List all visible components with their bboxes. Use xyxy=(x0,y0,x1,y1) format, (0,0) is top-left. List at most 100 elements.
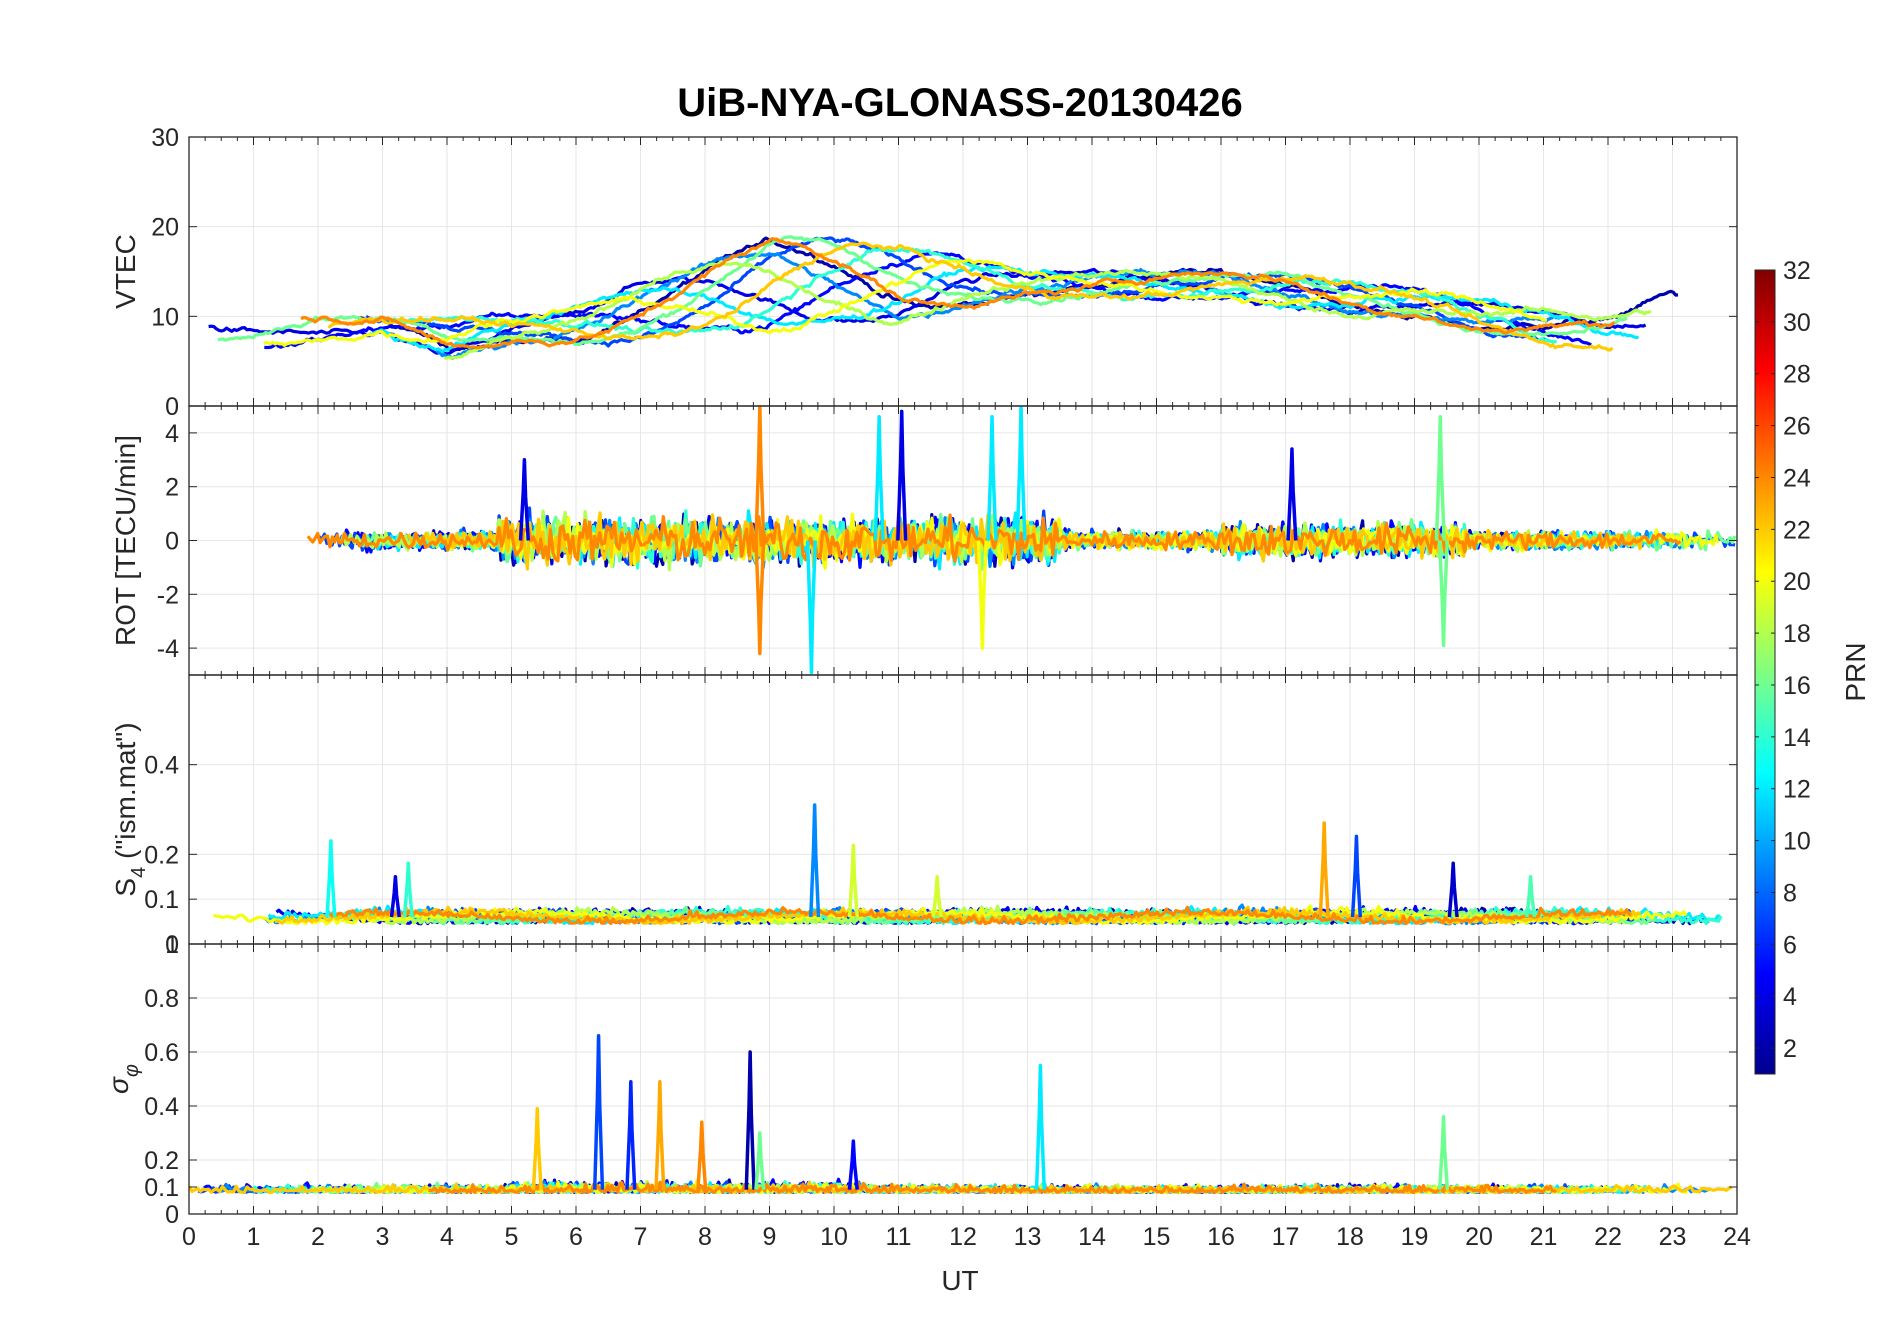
spike-mark xyxy=(754,1131,766,1190)
y-axis-label-rest: ("ism.mat") xyxy=(110,722,141,866)
x-axis: 0 1 2 3 4 5 6 7 8 9 10 11 12 13 14 15 16 17 18 19 20 21 22 23 24 xyxy=(182,1223,1751,1251)
y-tick-label: 0.6 xyxy=(144,1039,179,1067)
series-line-prn-14 xyxy=(403,247,1558,344)
x-tick-label: 18 xyxy=(1336,1223,1364,1251)
y-tick-label: 20 xyxy=(151,214,179,242)
grid-lines xyxy=(188,675,1738,945)
spike-mark xyxy=(873,415,885,541)
colorbar-tick-label: 2 xyxy=(1783,1035,1797,1063)
spike-mark xyxy=(1286,447,1298,541)
x-tick-label: 1 xyxy=(247,1223,261,1251)
y-tick-label: 1 xyxy=(165,931,179,959)
spike-mark xyxy=(805,540,818,675)
x-tick-label: 17 xyxy=(1272,1223,1300,1251)
series-traces xyxy=(208,235,1679,360)
y-tick-label: 0.4 xyxy=(144,1093,179,1121)
spike-mark xyxy=(518,458,531,541)
colorbar-tick-label: 30 xyxy=(1783,309,1811,337)
x-tick-label: 15 xyxy=(1143,1223,1171,1251)
spike-mark xyxy=(847,1139,859,1190)
spike-mark xyxy=(654,1079,666,1190)
series-line-prn-22 xyxy=(327,241,1614,352)
colorbar-tick-label: 14 xyxy=(1783,724,1811,752)
y-ticks: 00.10.20.40.60.81 xyxy=(144,931,1737,1229)
colorbar-tick-label: 28 xyxy=(1783,361,1811,389)
colorbar-tick-label: 18 xyxy=(1783,620,1811,648)
series-line-prn-24 xyxy=(328,905,1633,926)
y-tick-label: -4 xyxy=(157,635,179,663)
spike-mark xyxy=(592,1034,605,1190)
spike-mark xyxy=(1318,821,1330,918)
y-tick-label: 0.4 xyxy=(144,752,179,780)
x-ticks xyxy=(188,944,1738,1214)
series-line-prn-24 xyxy=(300,237,1616,350)
y-tick-label: 4 xyxy=(165,420,179,448)
x-tick-label: 14 xyxy=(1078,1223,1106,1251)
series-line-prn-18 xyxy=(444,260,1652,360)
spike-mark xyxy=(931,875,943,918)
colorbar-gradient xyxy=(1754,269,1776,1075)
y-axis-label: S4 ("ism.mat") xyxy=(110,722,150,896)
x-tick-label: 0 xyxy=(182,1223,196,1251)
colorbar-tick-label: 16 xyxy=(1783,672,1811,700)
spike-mark xyxy=(976,540,988,650)
series-traces xyxy=(306,406,1737,675)
x-tick-label: 19 xyxy=(1401,1223,1429,1251)
x-tick-label: 7 xyxy=(634,1223,648,1251)
y-tick-label: 0 xyxy=(165,393,179,421)
y-tick-label: 0.2 xyxy=(144,1147,179,1175)
colorbar-label: PRN xyxy=(1840,642,1871,701)
x-tick-label: 5 xyxy=(505,1223,519,1251)
spike-mark xyxy=(696,1120,708,1190)
colorbar-tick-label: 8 xyxy=(1783,879,1797,907)
series-traces xyxy=(189,1034,1733,1195)
spike-mark xyxy=(531,1106,543,1190)
colorbar-tick-label: 32 xyxy=(1783,257,1811,285)
panel-1: 0 10 20 30 VTEC xyxy=(110,124,1738,421)
colorbar-tick-label: 6 xyxy=(1783,931,1797,959)
y-tick-label: 0.8 xyxy=(144,985,179,1013)
x-ticks xyxy=(188,406,1738,675)
colorbar-tick-label: 4 xyxy=(1783,983,1797,1011)
y-tick-label: 0.1 xyxy=(144,886,179,914)
y-tick-label: 0 xyxy=(165,931,179,959)
y-tick-label: 2 xyxy=(165,474,179,502)
x-tick-label: 11 xyxy=(886,1223,912,1251)
x-tick-label: 20 xyxy=(1465,1223,1493,1251)
colorbar-tick-label: 22 xyxy=(1783,516,1811,544)
colorbar-tick-label: 20 xyxy=(1783,568,1811,596)
spike-mark xyxy=(1447,861,1459,918)
y-axis-label-main: S xyxy=(110,878,141,897)
y-ticks: -4 -2 0 2 4 xyxy=(157,420,1737,663)
y-axis-label-main: σ xyxy=(103,1076,134,1094)
x-tick-label: 6 xyxy=(569,1223,583,1251)
spike-mark xyxy=(1350,834,1363,918)
x-tick-label: 22 xyxy=(1594,1223,1622,1251)
y-axis-label-sub: φ xyxy=(121,1064,143,1077)
spike-mark xyxy=(325,839,337,918)
x-tick-label: 16 xyxy=(1207,1223,1235,1251)
series-line-prn-7 xyxy=(365,236,1546,348)
x-ticks xyxy=(188,675,1738,944)
x-tick-label: 9 xyxy=(763,1223,777,1251)
y-tick-label: 0 xyxy=(165,1201,179,1229)
spike-mark xyxy=(1434,415,1446,541)
spike-mark xyxy=(847,843,859,918)
y-tick-label: 30 xyxy=(151,124,179,152)
y-ticks: 0 10 20 30 xyxy=(151,124,1737,421)
x-tick-label: 21 xyxy=(1530,1223,1558,1251)
y-tick-label: 0 xyxy=(165,528,179,556)
x-tick-label: 8 xyxy=(698,1223,712,1251)
x-tick-label: 23 xyxy=(1659,1223,1687,1251)
x-tick-label: 3 xyxy=(376,1223,390,1251)
x-tick-label: 12 xyxy=(949,1223,977,1251)
y-tick-label: 10 xyxy=(151,303,179,331)
panel-3: 00.10.20.4S4 ("ism.mat") xyxy=(110,674,1738,959)
spike-mark xyxy=(896,409,908,541)
spike-mark xyxy=(809,803,821,918)
colorbar-tick-label: 26 xyxy=(1783,413,1811,441)
y-axis-label: VTEC xyxy=(110,234,141,309)
